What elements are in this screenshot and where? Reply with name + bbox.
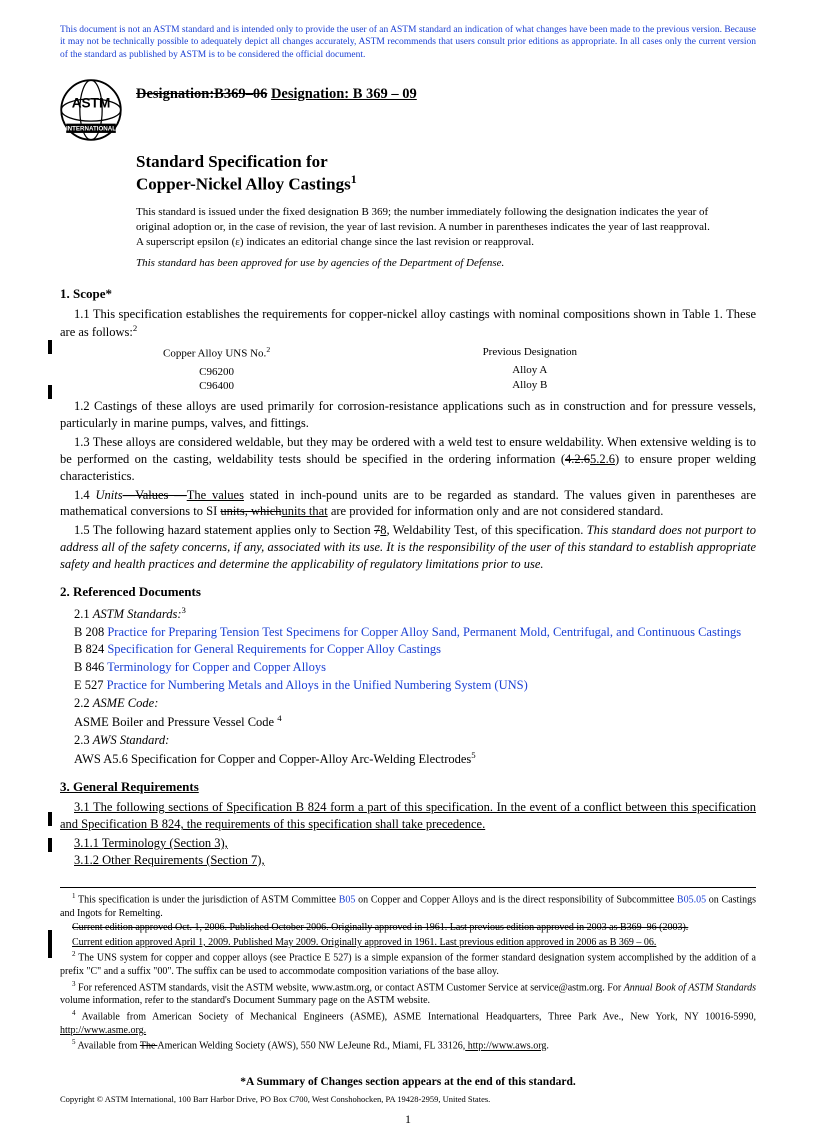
astm-logo: ASTM INTERNATIONAL [60,79,122,141]
link-b0505[interactable]: B05.05 [677,894,706,905]
issuance-note: This standard is issued under the fixed … [136,205,756,250]
designation-new: Designation: B 369 – 09 [271,86,417,102]
tbl-head-1: Copper Alloy UNS No.2 [60,345,373,362]
footnote-2: 2 The UNS system for copper and copper a… [60,950,756,978]
link-asme[interactable]: http://www.asme.org. [60,1025,146,1036]
link-b846[interactable]: Terminology for Copper and Copper Alloys [107,660,326,674]
title-line1: Standard Specification for [136,151,756,172]
ref-b846: B 846 Terminology for Copper and Copper … [88,659,756,676]
link-e527[interactable]: Practice for Numbering Metals and Alloys… [107,678,528,692]
footnote-1: 1 This specification is under the jurisd… [60,892,756,920]
section-1-head: 1. Scope* [60,285,756,303]
link-b824[interactable]: Specification for General Requirements f… [107,642,441,656]
tbl-cell: Alloy A [373,363,686,378]
svg-text:ASTM: ASTM [72,96,111,111]
ref-b208: B 208 Practice for Preparing Tension Tes… [88,624,756,641]
para-1-5: 1.5 The following hazard statement appli… [60,522,756,573]
section-3-head: 3. General Requirements [60,778,756,796]
copyright-text: Copyright © ASTM International, 100 Barr… [60,1094,756,1105]
ref-asme: ASME Boiler and Pressure Vessel Code 4 [74,713,756,731]
ref-2-3: 2.3 AWS Standard: [74,732,756,749]
para-1-1: 1.1 This specification establishes the r… [60,306,756,341]
header-row: ASTM INTERNATIONAL Designation:B369–06 D… [60,79,756,141]
dod-approval: This standard has been approved for use … [136,256,756,271]
ref-2-2: 2.2 ASME Code: [74,695,756,712]
link-aws[interactable]: http://www.aws.org [465,1041,546,1052]
designation-old: Designation:B369–06 [136,86,267,102]
footnote-4: 4 Available from American Society of Mec… [60,1009,756,1037]
footnote-3: 3 For referenced ASTM standards, visit t… [60,980,756,1008]
para-3-1-1: 3.1.1 Terminology (Section 3), [60,835,756,852]
tbl-cell: C96400 [60,379,373,394]
para-1-4: 1.4 Units—Values —The values stated in i… [60,487,756,521]
tbl-cell: C96200 [60,365,373,380]
footnote-1-strike: Current edition approved Oct. 1, 2006. P… [60,921,756,935]
ref-e527: E 527 Practice for Numbering Metals and … [88,677,756,694]
para-1-3: 1.3 These alloys are considered weldable… [60,434,756,485]
link-b05[interactable]: B05 [339,894,356,905]
ref-b824: B 824 Specification for General Requirem… [88,641,756,658]
footnote-5: 5 Available from The American Welding So… [60,1038,756,1053]
disclaimer-text: This document is not an ASTM standard an… [60,24,756,61]
tbl-cell: Alloy B [373,378,686,393]
title-block: Standard Specification for Copper-Nickel… [136,151,756,195]
tbl-head-2: Previous Designation [373,345,686,360]
summary-note: *A Summary of Changes section appears at… [60,1075,756,1091]
section-3-block: 3. General Requirements 3.1 The followin… [60,778,756,869]
para-1-2: 1.2 Castings of these alloys are used pr… [60,398,756,432]
para-3-1-2: 3.1.2 Other Requirements (Section 7), [60,852,756,869]
ref-aws: AWS A5.6 Specification for Copper and Co… [74,750,756,768]
title-line2: Copper-Nickel Alloy Castings1 [136,172,756,195]
para-3-1: 3.1 The following sections of Specificat… [60,799,756,833]
page-number: 1 [60,1111,756,1127]
footnote-1-new: Current edition approved April 1, 2009. … [60,936,756,950]
footnotes: 1 This specification is under the jurisd… [60,887,756,1053]
designation-line: Designation:B369–06 Designation: B 369 –… [136,79,417,105]
svg-text:INTERNATIONAL: INTERNATIONAL [66,125,116,132]
section-2-head: 2. Referenced Documents [60,583,756,601]
uns-table: Copper Alloy UNS No.2 C96200 C96400 Prev… [60,345,756,394]
link-b208[interactable]: Practice for Preparing Tension Test Spec… [107,625,741,639]
ref-2-1: 2.1 ASTM Standards:3 [74,605,756,623]
